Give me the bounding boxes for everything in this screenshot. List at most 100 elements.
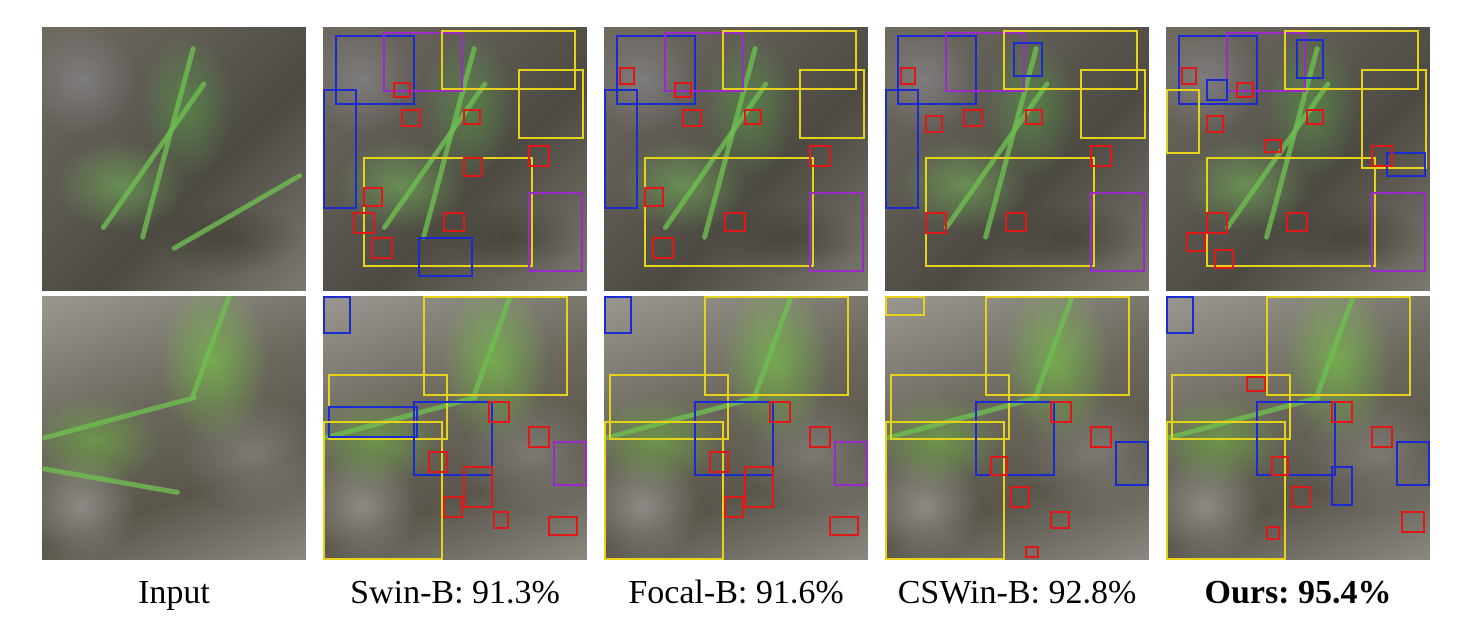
detection-box [834, 441, 868, 486]
detection-box [463, 157, 483, 177]
detection-box [323, 421, 443, 560]
detection-box [1401, 511, 1425, 533]
detection-box [890, 374, 1010, 440]
detection-box [463, 109, 481, 125]
detection-box [963, 109, 983, 127]
detection-box [945, 32, 1025, 92]
detection-box [809, 145, 831, 167]
image-input-row1 [42, 27, 306, 291]
detection-box [885, 89, 919, 209]
detection-box [1005, 212, 1027, 232]
image-cswin-row1 [885, 27, 1149, 291]
detection-box [488, 401, 510, 423]
image-ours-row2 [1166, 296, 1430, 560]
detection-box [528, 192, 583, 272]
detection-box [724, 496, 744, 518]
detection-box [1010, 486, 1030, 508]
detection-box [371, 237, 393, 259]
detection-box [809, 192, 864, 272]
detection-box [975, 401, 1055, 476]
detection-box [528, 426, 550, 448]
detection-box [353, 212, 375, 234]
detection-box [1284, 30, 1419, 90]
image-focal-row2 [604, 296, 868, 560]
detection-box [1090, 426, 1112, 448]
detection-box [423, 296, 568, 396]
detection-box [1371, 192, 1426, 272]
detection-box [616, 35, 696, 105]
grass-blade [42, 394, 198, 441]
detection-box [1025, 546, 1039, 558]
detection-box [674, 82, 692, 98]
detection-box [1171, 374, 1291, 440]
detection-box [1050, 401, 1072, 423]
detection-box [682, 109, 702, 127]
detection-box [1226, 32, 1306, 92]
image-focal-row1 [604, 27, 868, 291]
detection-box [722, 30, 857, 90]
detection-box [900, 67, 916, 85]
caption-input: Input [138, 574, 210, 611]
detection-box [744, 466, 774, 508]
detection-box [1050, 511, 1070, 529]
detection-box [609, 374, 729, 440]
detection-box [1306, 109, 1324, 125]
grass-blade [99, 80, 208, 231]
detection-box [1206, 79, 1228, 101]
detection-box [548, 516, 578, 536]
detection-box [704, 296, 849, 396]
detection-box [528, 145, 550, 167]
detection-box [1286, 212, 1308, 232]
image-swin-row1 [323, 27, 587, 291]
detection-box [1166, 296, 1194, 334]
image-cswin-row2 [885, 296, 1149, 560]
detection-box [709, 451, 729, 473]
detection-box [1186, 232, 1206, 252]
detection-box [441, 30, 576, 90]
detection-box [1296, 39, 1324, 79]
detection-box [1266, 296, 1411, 396]
detection-box [985, 296, 1130, 396]
detection-box [604, 421, 724, 560]
detection-box [1178, 35, 1258, 105]
detection-box [413, 401, 493, 476]
detection-box [1115, 441, 1149, 486]
detection-box [604, 296, 632, 334]
detection-box [897, 35, 977, 105]
detection-box [1264, 139, 1282, 153]
grass-blade [189, 296, 243, 400]
detection-box [604, 89, 638, 209]
detection-box [1256, 401, 1336, 476]
detection-box [363, 187, 383, 207]
detection-box [393, 82, 411, 98]
detection-box [1166, 89, 1200, 154]
detection-box [443, 496, 463, 518]
detection-box [1331, 466, 1353, 506]
detection-box [428, 451, 448, 473]
detection-box [644, 187, 664, 207]
detection-box [1266, 526, 1280, 540]
detection-box [652, 237, 674, 259]
detection-box [799, 69, 865, 139]
detection-box [463, 466, 493, 508]
grass-blade [139, 45, 197, 241]
detection-box [925, 115, 943, 133]
detection-box [694, 401, 774, 476]
detection-box [619, 67, 635, 85]
detection-box [809, 426, 831, 448]
detection-box [1090, 192, 1145, 272]
detection-box [1013, 42, 1043, 77]
detection-box [744, 109, 762, 125]
detection-box [990, 456, 1008, 476]
detection-box [443, 212, 465, 232]
detection-box [1371, 145, 1393, 167]
detection-box [1003, 30, 1138, 90]
detection-box [1166, 421, 1286, 560]
detection-box [1206, 115, 1224, 133]
detection-box [553, 441, 587, 486]
caption-cswin: CSWin-B: 92.8% [897, 574, 1137, 611]
detection-box [644, 157, 814, 267]
detection-box [724, 212, 746, 232]
detection-box [925, 212, 947, 234]
detection-box [1371, 426, 1393, 448]
